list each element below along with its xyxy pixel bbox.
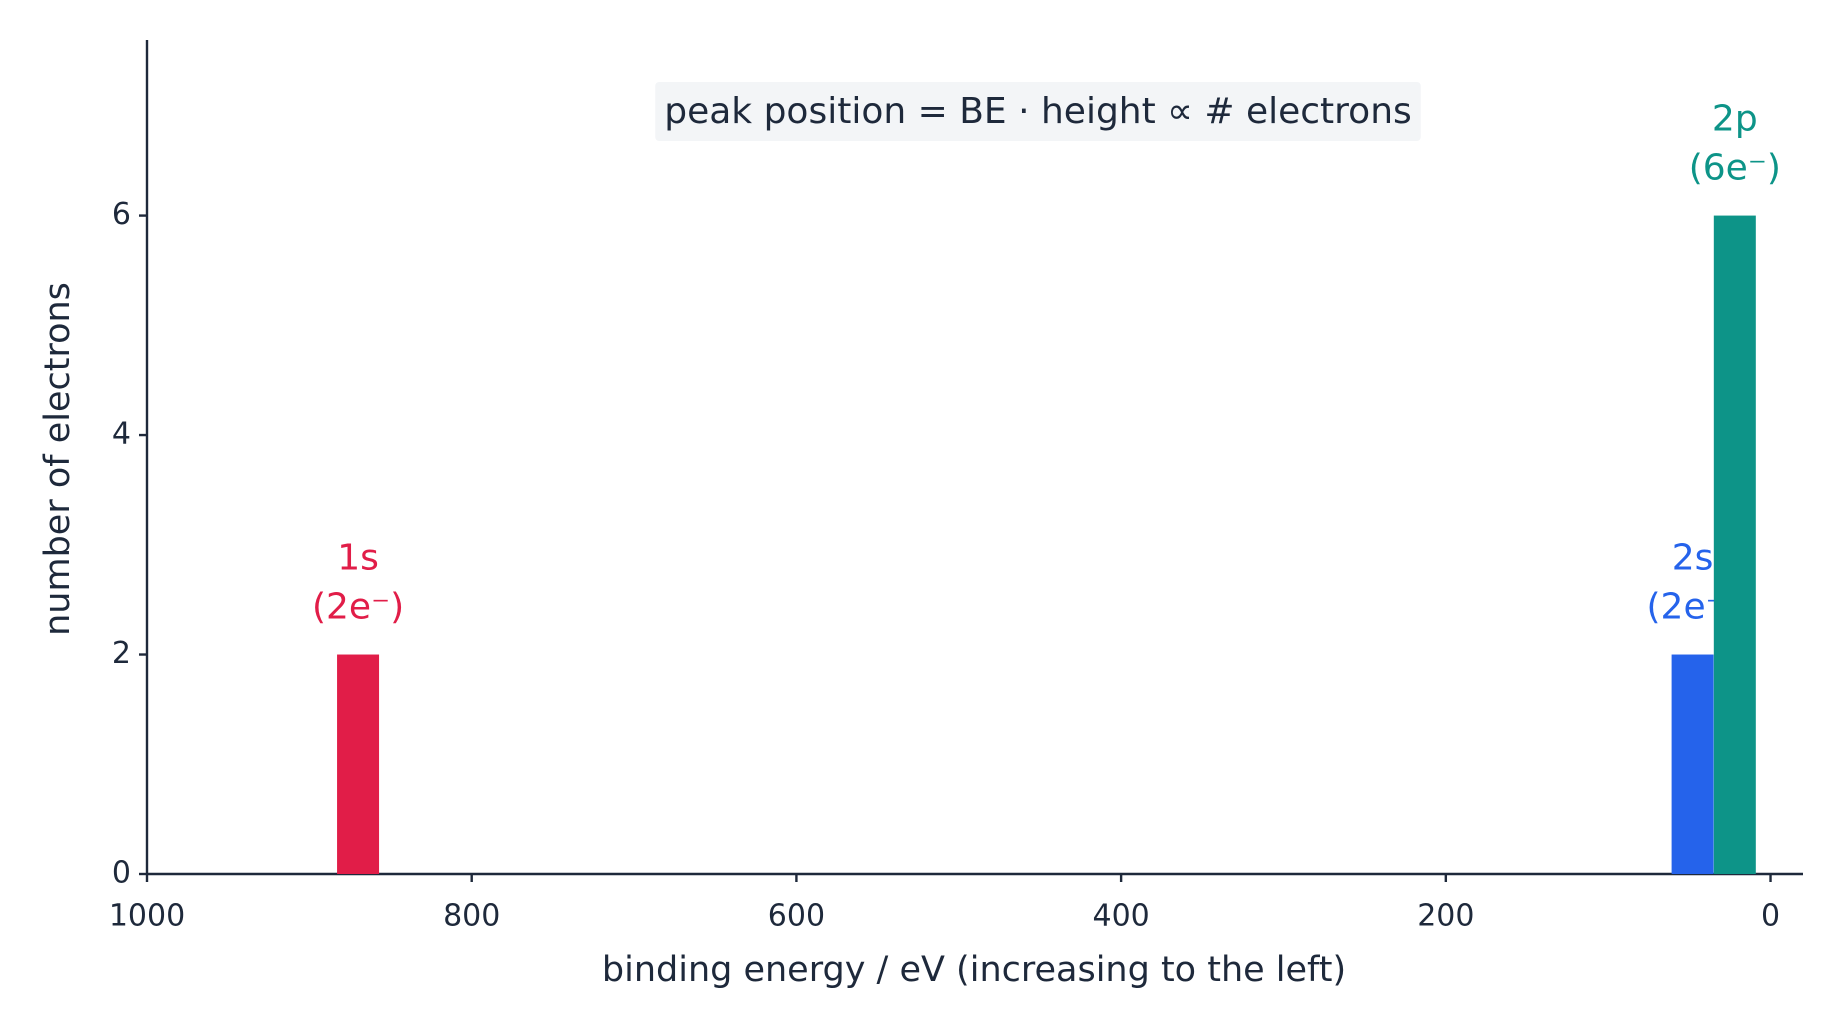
bar	[1671, 654, 1714, 874]
x-axis-label: binding energy / eV (increasing to the l…	[602, 950, 1346, 990]
y-tick-label: 4	[112, 417, 131, 452]
y-axis-label: number of electrons	[38, 282, 78, 636]
x-tick-label: 600	[768, 899, 825, 934]
orbital-label: 2p	[1712, 99, 1758, 140]
x-tick-label: 1000	[109, 899, 185, 934]
x-tick-label: 800	[443, 899, 500, 934]
y-tick-label: 6	[112, 197, 131, 232]
value-label: (6e⁻)	[1689, 148, 1781, 189]
orbital-label: 2s	[1672, 538, 1714, 579]
annotation: peak position = BE · height ∝ # electron…	[664, 91, 1412, 132]
x-tick-label: 200	[1417, 899, 1474, 934]
orbital-label: 1s	[337, 538, 379, 579]
annotation-box	[655, 82, 1421, 141]
y-tick-label: 0	[112, 856, 131, 891]
y-tick-label: 2	[112, 636, 131, 671]
bar	[1713, 215, 1756, 874]
bar	[337, 654, 380, 874]
x-tick-label: 400	[1092, 899, 1149, 934]
value-label: (2e⁻)	[312, 587, 404, 628]
x-tick-label: 0	[1761, 899, 1780, 934]
